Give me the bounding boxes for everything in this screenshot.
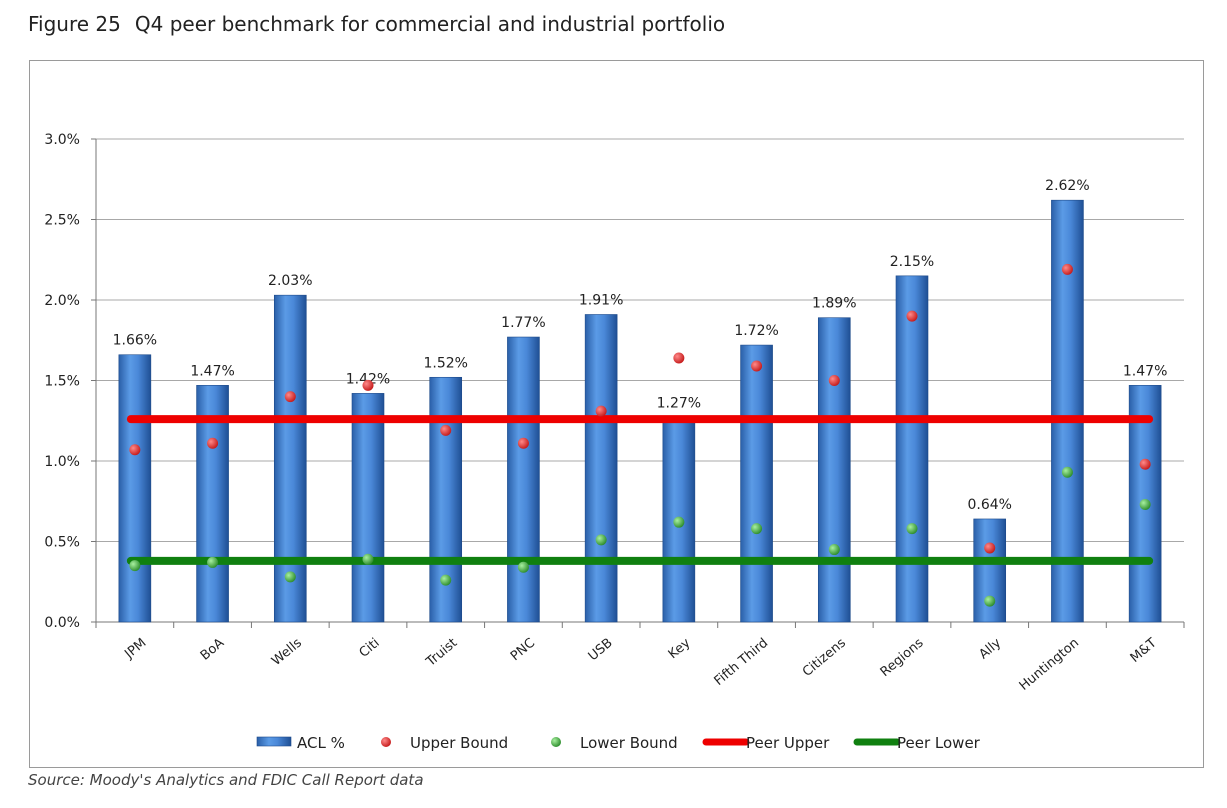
legend-acl-label: ACL % (297, 734, 345, 752)
x-category-label: JPM (121, 636, 149, 663)
bar-pnc (507, 336, 540, 623)
data-label: 1.47% (1123, 363, 1167, 379)
data-label: 1.27% (657, 396, 701, 412)
data-label: 2.15% (890, 254, 934, 270)
x-category-label: USB (586, 636, 616, 665)
upper-bound-point (1061, 263, 1073, 275)
upper-bound-point (362, 379, 374, 391)
lower-bound-point (906, 523, 918, 535)
x-category-label: Fifth Third (712, 636, 772, 689)
figure-title: Figure 25 Q4 peer benchmark for commercia… (28, 12, 725, 36)
lower-bound-point (362, 553, 374, 565)
legend-upper-bound-label: Upper Bound (410, 734, 508, 752)
lower-bound-point (751, 523, 763, 535)
bar-citi (351, 393, 385, 623)
x-category-label: Key (666, 635, 694, 662)
x-category-label: Citizens (800, 635, 849, 680)
legend-acl-swatch (256, 736, 292, 747)
y-tick-label: 0.5% (44, 535, 80, 551)
data-label: 1.52% (423, 355, 467, 371)
data-label: 1.77% (501, 315, 545, 331)
bar-citizens (817, 317, 851, 623)
bar-usb (584, 314, 618, 623)
bar-regions (895, 275, 929, 623)
y-tick-label: 2.5% (44, 213, 80, 229)
legend-lower-bound-label: Lower Bound (580, 734, 678, 752)
bar-boa (196, 385, 229, 623)
y-tick-label: 1.0% (44, 454, 80, 470)
bar-jpm (118, 354, 152, 623)
source-note: Source: Moody's Analytics and FDIC Call … (28, 771, 424, 789)
figure-number: Figure 25 (28, 12, 121, 36)
upper-bound-point (284, 391, 296, 403)
x-category-label: Citi (357, 636, 383, 661)
upper-bound-point (517, 437, 529, 449)
lower-bound-point (595, 534, 607, 546)
lower-bound-point (1139, 498, 1151, 510)
upper-bound-point (595, 405, 607, 417)
x-category-label: PNC (508, 636, 538, 665)
x-category-label: Truist (423, 636, 460, 671)
bar-fifth-third (740, 344, 773, 623)
upper-bound-point (828, 375, 840, 386)
data-label: 2.03% (268, 273, 312, 289)
lower-bound-point (828, 544, 840, 556)
y-tick-label: 0.0% (44, 615, 80, 631)
y-tick-label: 1.5% (44, 374, 80, 390)
x-category-label: Huntington (1017, 636, 1082, 694)
legend-upper-bound-swatch (381, 737, 391, 747)
x-category-label: Ally (976, 635, 1004, 662)
upper-bound-point (751, 360, 763, 372)
upper-bound-point (440, 424, 452, 436)
x-category-label: M&T (1128, 636, 1160, 666)
data-label: 1.91% (579, 292, 623, 308)
lower-bound-point (129, 560, 141, 572)
upper-bound-point (906, 310, 918, 322)
data-label: 0.64% (967, 497, 1011, 513)
lower-bound-point (207, 556, 219, 568)
x-category-label: Wells (269, 635, 305, 669)
lower-bound-point (1061, 466, 1073, 478)
x-category-label: Regions (878, 635, 927, 680)
figure-title-text: Q4 peer benchmark for commercial and ind… (134, 12, 726, 36)
lower-bound-point (673, 516, 685, 528)
upper-bound-point (984, 542, 996, 554)
upper-bound-point (129, 444, 141, 456)
upper-bound-point (207, 437, 219, 449)
data-label: 1.47% (190, 363, 234, 379)
legend-peer-upper-label: Peer Upper (746, 734, 830, 752)
y-tick-label: 2.0% (44, 293, 80, 309)
chart-frame (29, 60, 1204, 768)
lower-bound-point (440, 574, 452, 586)
lower-bound-point (284, 571, 296, 583)
y-tick-label: 3.0% (44, 132, 80, 148)
x-category-label: BoA (198, 636, 227, 664)
legend-peer-lower-label: Peer Lower (897, 734, 981, 752)
data-label: 1.72% (734, 323, 778, 339)
bar-wells (273, 294, 307, 623)
data-label: 2.62% (1045, 178, 1089, 194)
lower-bound-point (984, 595, 996, 607)
legend-lower-bound-swatch (551, 737, 561, 747)
data-label: 1.89% (812, 296, 856, 312)
data-label: 1.66% (113, 333, 157, 349)
data-label: 1.42% (346, 371, 390, 387)
upper-bound-point (673, 352, 685, 364)
lower-bound-point (517, 561, 529, 573)
upper-bound-point (1139, 458, 1151, 470)
